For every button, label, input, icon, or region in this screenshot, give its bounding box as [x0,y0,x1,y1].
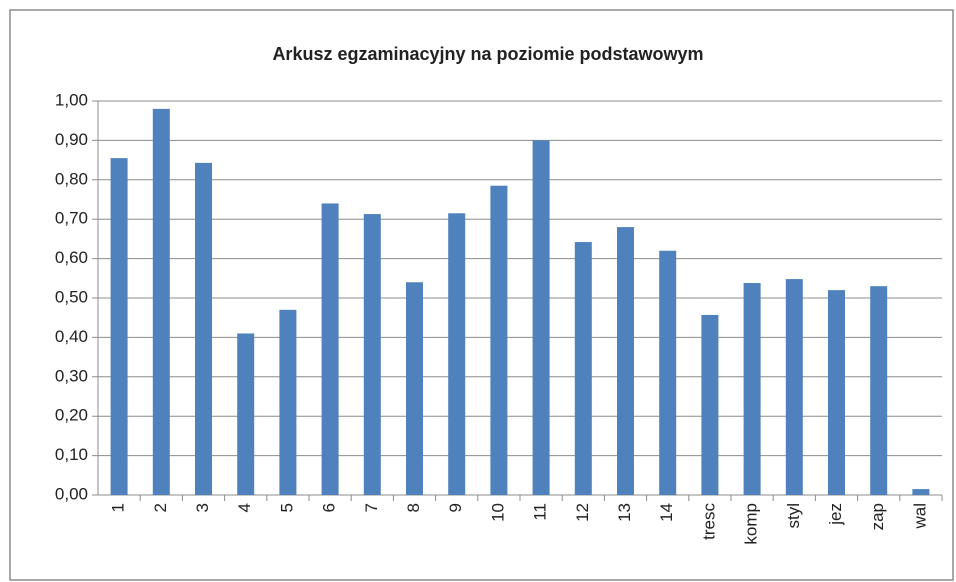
bar [321,203,339,495]
x-tick-label: wal [910,503,929,530]
x-tick-label: 6 [320,503,339,512]
bar [659,250,677,495]
x-tick-label: 9 [446,503,465,512]
y-tick-label: 0,30 [55,366,88,385]
y-tick-label: 0,80 [55,169,88,188]
x-tick-label: 1 [109,503,128,512]
x-tick-label: 10 [488,503,507,522]
x-tick-label: 2 [151,503,170,512]
x-tick-label: 7 [362,503,381,512]
bar [279,309,297,495]
bar [574,242,592,495]
bar [237,333,255,495]
bar [448,213,466,496]
bar [406,282,423,495]
x-tick-label: 11 [531,503,550,521]
bar [743,283,761,495]
x-tick-label: zap [868,503,887,530]
bar [785,279,803,495]
bar [490,185,508,495]
y-tick-label: 0,10 [55,445,88,464]
x-tick-label: 14 [657,503,676,522]
y-tick-label: 0,70 [55,209,88,228]
y-tick-label: 0,00 [55,484,88,503]
bar [912,489,930,495]
x-tick-label: 3 [193,503,212,512]
x-tick-label: styl [784,503,803,529]
x-tick-label: tresc [699,503,718,540]
x-tick-label: komp [742,503,761,545]
bar [870,286,888,495]
bar [110,158,128,495]
y-tick-label: 0,40 [55,327,88,346]
x-tick-label: 8 [404,503,423,512]
y-tick-label: 0,20 [55,406,88,425]
y-tick-label: 0,50 [55,287,88,306]
chart-title: Arkusz egzaminacyjny na poziomie podstaw… [272,44,703,64]
bar [532,140,550,495]
x-tick-label: 5 [277,503,296,512]
x-tick-label: 13 [615,503,634,522]
y-tick-label: 1,00 [55,90,88,109]
bar [363,214,381,495]
bar [195,162,212,495]
bar [828,290,845,495]
x-tick-label: 12 [573,503,592,522]
x-tick-label: 4 [235,503,254,512]
y-tick-label: 0,90 [55,130,88,149]
x-tick-label: jez [826,503,845,526]
y-tick-label: 0,60 [55,248,88,267]
bar [701,314,719,495]
bar [617,227,634,495]
bar [152,108,170,495]
